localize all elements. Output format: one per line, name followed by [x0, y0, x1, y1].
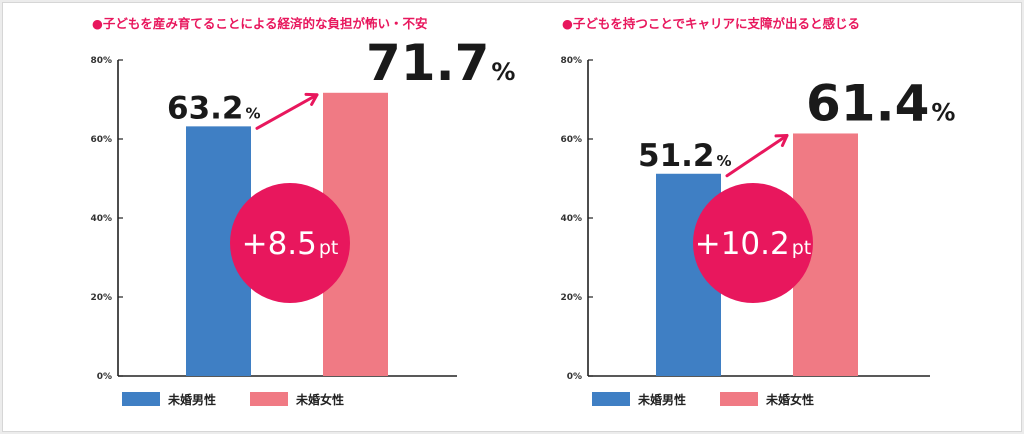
trend-arrow-line — [725, 133, 789, 178]
legend-swatch-male — [592, 392, 630, 406]
y-tick-label: 20% — [560, 293, 582, 303]
difference-unit: pt — [792, 237, 812, 259]
y-tick-label: 80% — [560, 56, 582, 66]
y-tick-label: 20% — [90, 293, 112, 303]
y-tick-label: 60% — [90, 135, 112, 145]
legend-label-male: 未婚男性 — [167, 392, 216, 407]
value-label: 71.7% — [366, 34, 515, 92]
value-label: 63.2% — [167, 90, 261, 126]
difference-unit: pt — [319, 237, 339, 259]
y-tick-label: 0% — [567, 372, 582, 382]
legend-swatch-female — [250, 392, 288, 406]
difference-label: +10.2 pt — [695, 226, 812, 262]
difference-badge — [693, 183, 813, 303]
value-number: 63.2 — [167, 90, 244, 126]
value-label: 51.2% — [638, 138, 732, 174]
value-label: 61.4% — [806, 74, 955, 132]
value-unit: % — [246, 104, 261, 122]
legend-label-female: 未婚女性 — [295, 392, 344, 407]
trend-arrow-line — [255, 93, 319, 130]
chart-title: ●子どもを産み育てることによる経済的な負担が怖い・不安 — [92, 16, 428, 31]
difference-badge — [230, 183, 350, 303]
y-tick-label: 40% — [90, 214, 112, 224]
value-number: 51.2 — [638, 138, 715, 174]
y-tick-label: 80% — [90, 56, 112, 66]
arrow-head-icon — [774, 133, 789, 147]
legend-swatch-female — [720, 392, 758, 406]
arrow-head-icon — [304, 92, 319, 106]
y-tick-label: 60% — [560, 135, 582, 145]
legend-swatch-male — [122, 392, 160, 406]
value-unit: % — [717, 152, 732, 170]
legend-label-male: 未婚男性 — [637, 392, 686, 407]
difference-label: +8.5 pt — [242, 226, 339, 262]
value-unit: % — [491, 58, 515, 86]
value-number: 71.7 — [366, 34, 489, 92]
legend-label-female: 未婚女性 — [765, 392, 814, 407]
difference-number: +10.2 — [695, 226, 790, 262]
y-tick-label: 0% — [97, 372, 112, 382]
chart-title: ●子どもを持つことでキャリアに支障が出ると感じる — [562, 16, 860, 31]
difference-number: +8.5 — [242, 226, 317, 262]
y-tick-label: 40% — [560, 214, 582, 224]
value-unit: % — [931, 98, 955, 126]
value-number: 61.4 — [806, 74, 929, 132]
